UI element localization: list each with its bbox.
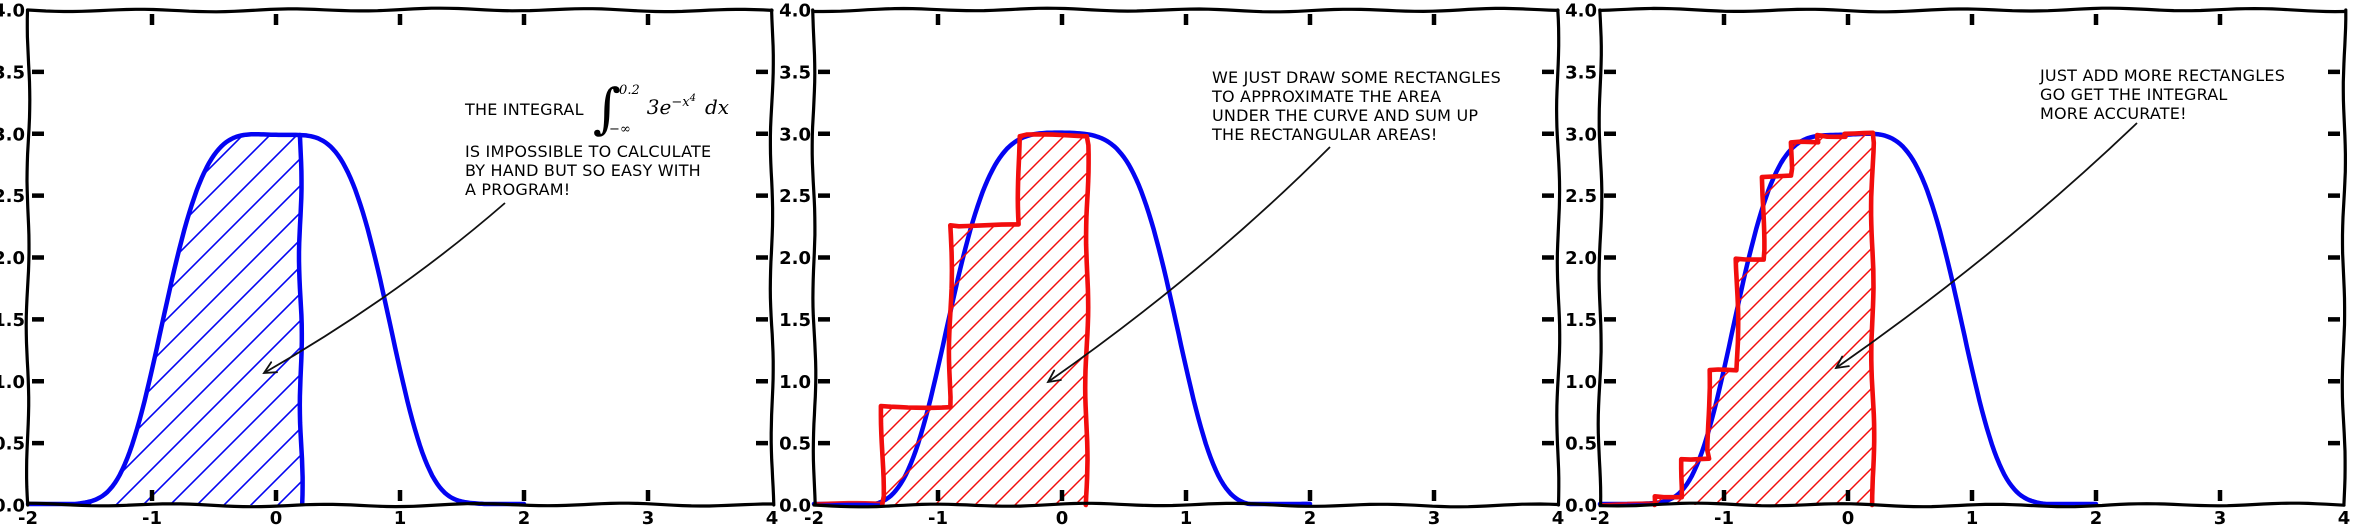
x-tick-label: -1 bbox=[928, 508, 948, 527]
y-tick-label: 0.5 bbox=[779, 434, 811, 455]
axes-spine bbox=[1554, 8, 1562, 507]
panel-3: -2 -1 0 1 2 3 4 0.0 0.5 1.0 1.5 2.0 2.5 3.0 3.5 4.0 bbox=[1565, 1, 2350, 527]
x-tick-label: -2 bbox=[18, 508, 38, 527]
integration-upper-bound-line bbox=[296, 132, 305, 507]
y-tick-label: 1.5 bbox=[1565, 310, 1597, 331]
x-tick-label: 3 bbox=[642, 508, 655, 527]
axes-spine bbox=[2340, 8, 2348, 507]
axes-spine bbox=[812, 501, 1560, 509]
rectangle-outline bbox=[878, 132, 1091, 508]
y-tick-label: 1.5 bbox=[779, 310, 811, 331]
near-zero-rectangle-line bbox=[1599, 502, 1628, 505]
y-tick-label: 4.0 bbox=[0, 1, 25, 22]
x-tick-label: 2 bbox=[518, 508, 531, 527]
axes-spine bbox=[1596, 8, 1604, 507]
y-tick-label: 3.0 bbox=[0, 124, 25, 145]
axes-spine bbox=[24, 8, 32, 507]
integral-area-fill bbox=[34, 134, 301, 506]
y-tick-label: 2.5 bbox=[1565, 186, 1597, 207]
x-tick-label: -2 bbox=[804, 508, 824, 527]
annotation-arrow bbox=[263, 202, 506, 374]
y-tick-label: 2.0 bbox=[1565, 248, 1597, 269]
y-tick-label: 4.0 bbox=[1565, 1, 1597, 22]
y-tick-label: 0.0 bbox=[779, 496, 811, 517]
y-tick-label: 1.0 bbox=[779, 372, 811, 393]
axes-spine bbox=[768, 8, 776, 507]
x-tick-label: 0 bbox=[270, 508, 283, 527]
rectangle-area-fill bbox=[880, 134, 1089, 505]
panel-1: -2 -1 0 1 2 3 4 0.0 0.5 1.0 1.5 2.0 2.5 3.0 3.5 4.0 bbox=[0, 1, 778, 527]
arrowhead-icon bbox=[1834, 355, 1850, 370]
y-tick-label: 4.0 bbox=[779, 1, 811, 22]
axes-spine bbox=[1598, 6, 2346, 14]
y-tick-label: 3.5 bbox=[0, 62, 25, 83]
panel-2: -2 -1 0 1 2 3 4 0.0 0.5 1.0 1.5 2.0 2.5 3.0 3.5 4.0 bbox=[779, 1, 1564, 527]
y-tick-label: 2.5 bbox=[0, 186, 25, 207]
y-tick-label: 3.5 bbox=[1565, 62, 1597, 83]
rectangle-outline bbox=[1652, 130, 1877, 508]
axes-spine bbox=[1598, 501, 2346, 509]
x-tick-label: 2 bbox=[1304, 508, 1317, 527]
y-tick-label: 1.0 bbox=[0, 372, 25, 393]
y-tick-label: 0.0 bbox=[0, 496, 25, 517]
x-tick-label: 3 bbox=[1428, 508, 1441, 527]
y-tick-label: 3.0 bbox=[1565, 124, 1597, 145]
y-tick-label: 1.0 bbox=[1565, 372, 1597, 393]
x-tick-label: 1 bbox=[1966, 508, 1979, 527]
x-tick-label: -1 bbox=[1714, 508, 1734, 527]
annotation-arrow bbox=[1047, 146, 1331, 383]
y-tick-label: 3.0 bbox=[779, 124, 811, 145]
x-tick-label: 2 bbox=[2090, 508, 2103, 527]
near-zero-rectangle-line bbox=[813, 500, 883, 504]
x-tick-label: 4 bbox=[2338, 508, 2351, 527]
axes-spine bbox=[810, 8, 818, 507]
axes-spine bbox=[26, 6, 774, 14]
x-tick-label: 0 bbox=[1056, 508, 1069, 527]
y-tick-label: 3.5 bbox=[779, 62, 811, 83]
x-tick-label: -1 bbox=[142, 508, 162, 527]
axes-spine bbox=[26, 501, 774, 509]
function-curve bbox=[25, 132, 527, 507]
arrowhead-icon bbox=[1046, 369, 1062, 384]
x-tick-label: 1 bbox=[1180, 508, 1193, 527]
arrowhead-icon bbox=[262, 361, 278, 375]
y-tick-label: 0.5 bbox=[1565, 434, 1597, 455]
x-tick-label: 3 bbox=[2214, 508, 2227, 527]
y-tick-label: 2.0 bbox=[779, 248, 811, 269]
annotation-arrow bbox=[1835, 122, 2138, 369]
x-tick-label: 1 bbox=[394, 508, 407, 527]
y-tick-label: 1.5 bbox=[0, 310, 25, 331]
x-tick-label: 0 bbox=[1842, 508, 1855, 527]
x-tick-label: 4 bbox=[766, 508, 779, 527]
x-tick-label: -2 bbox=[1590, 508, 1610, 527]
y-tick-label: 0.5 bbox=[0, 434, 25, 455]
y-tick-label: 2.0 bbox=[0, 248, 25, 269]
y-tick-label: 0.0 bbox=[1565, 496, 1597, 517]
axes-spine bbox=[812, 6, 1560, 14]
y-tick-label: 2.5 bbox=[779, 186, 811, 207]
x-tick-label: 4 bbox=[1552, 508, 1565, 527]
